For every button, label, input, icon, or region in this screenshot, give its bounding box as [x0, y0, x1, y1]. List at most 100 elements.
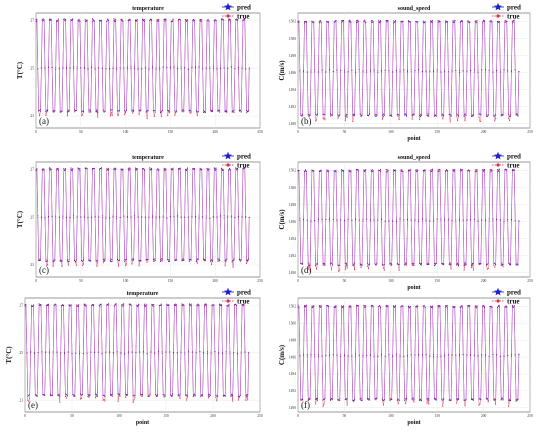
pred-point [435, 399, 437, 401]
pred-point [241, 304, 243, 306]
true-point [514, 355, 516, 357]
pred-point [120, 18, 122, 20]
true-point [96, 110, 98, 113]
pred-point [107, 18, 109, 20]
pred-point [394, 170, 396, 172]
pred-point [103, 260, 105, 262]
pred-point [137, 305, 139, 307]
true-point [355, 306, 358, 308]
pred-point [484, 354, 486, 356]
pred-point [194, 395, 196, 397]
pred-point [333, 170, 335, 172]
true-point [513, 306, 515, 308]
pred-point [166, 304, 168, 306]
pred-point [485, 263, 487, 265]
pred-point [443, 398, 445, 400]
pred-point [171, 168, 173, 170]
pred-point [104, 111, 106, 113]
pred-point [307, 262, 309, 264]
pred-point [383, 264, 385, 266]
pred-point [69, 217, 71, 219]
true-point [488, 69, 490, 71]
true-point [479, 264, 481, 266]
true-point [120, 352, 122, 354]
pred-point [43, 19, 45, 21]
pred-point [118, 260, 120, 262]
pred-point [94, 351, 96, 353]
x-tick-label: 150 [435, 414, 441, 418]
true-point [111, 395, 113, 397]
pred-point [510, 115, 512, 117]
pred-point [374, 115, 376, 117]
pred-point [81, 393, 83, 395]
true-point [313, 305, 315, 308]
legend-true-label: true [507, 298, 519, 306]
pred-point [74, 260, 76, 262]
pred-point [213, 167, 215, 169]
pred-point [509, 264, 511, 266]
pred-point [82, 260, 84, 262]
pred-point [394, 21, 396, 23]
true-point [452, 169, 454, 171]
pred-point [179, 393, 181, 395]
true-point [297, 306, 299, 309]
pred-point [90, 110, 92, 112]
pred-point [169, 350, 171, 352]
true-point [122, 303, 124, 305]
pred-point [454, 168, 456, 170]
legend-pred-label: pred [237, 153, 251, 161]
true-point [221, 353, 223, 355]
pred-point [148, 216, 150, 218]
pred-point [216, 395, 218, 397]
x-tick-label: 200 [481, 279, 487, 283]
pred-point [49, 393, 51, 395]
legend-pred-star-icon [224, 287, 232, 296]
pred-point [133, 395, 135, 397]
pred-point [475, 21, 477, 23]
pred-point [318, 171, 320, 173]
pred-point [364, 305, 366, 307]
pred-point [93, 20, 95, 22]
pred-point [347, 219, 349, 221]
pred-point [500, 264, 502, 266]
true-point [409, 305, 411, 307]
x-tick-label: 50 [79, 279, 83, 283]
pred-point [176, 352, 178, 354]
true-point [156, 394, 158, 396]
pred-point [158, 169, 160, 171]
pred-point [419, 263, 421, 265]
pred-point [123, 303, 125, 305]
pred-point [111, 109, 113, 111]
pred-point [430, 170, 432, 172]
pred-point [31, 305, 33, 307]
true-point [516, 398, 518, 400]
pred-point [492, 71, 494, 73]
true-point [149, 168, 151, 171]
pred-point [373, 69, 375, 71]
pred-point [518, 71, 520, 73]
pred-point [41, 19, 43, 21]
pred-point [452, 168, 454, 170]
true-point [457, 265, 460, 267]
pred-point [387, 20, 389, 22]
true-point [201, 20, 203, 22]
pred-point [510, 355, 512, 357]
true-point [494, 120, 496, 122]
true-point [371, 171, 373, 173]
pred-point [150, 19, 152, 21]
pred-point [211, 110, 213, 112]
true-point [101, 217, 103, 219]
pred-point [466, 354, 468, 356]
pred-point [121, 169, 123, 171]
pred-point [398, 400, 400, 402]
pred-point [167, 304, 169, 306]
pred-point [493, 262, 495, 264]
pred-point [398, 263, 400, 265]
true-point [503, 354, 505, 356]
x-tick-label: 0 [35, 279, 37, 283]
pred-point [304, 21, 306, 23]
pred-point [430, 306, 432, 308]
pred-point [172, 18, 174, 20]
pred-point [394, 306, 396, 308]
pred-point [127, 20, 129, 22]
